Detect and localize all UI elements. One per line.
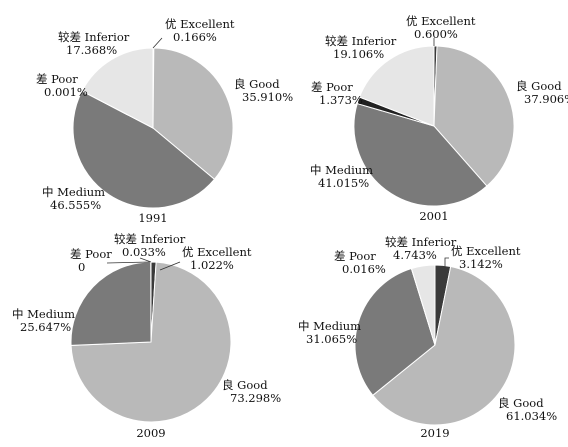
slice-value-excellent: 3.142%: [459, 257, 503, 271]
slice-value-excellent: 1.022%: [190, 258, 234, 272]
slice-label-poor: 差 Poor: [70, 247, 112, 261]
pie-slice-medium: [353, 102, 488, 207]
pie-slice-medium: [72, 90, 216, 209]
slice-value-medium: 46.555%: [50, 198, 101, 212]
pie-slice-medium: [70, 261, 152, 346]
slice-value-good: 37.906%: [524, 92, 568, 106]
leader-line-poor: [106, 261, 151, 264]
slice-value-excellent: 0.166%: [173, 30, 217, 44]
slice-label-excellent: 优 Excellent: [406, 14, 476, 28]
slice-label-excellent: 优 Excellent: [182, 245, 252, 259]
slice-label-good: 良 Good: [516, 79, 562, 93]
pie-slice-inferior: [358, 45, 435, 127]
slice-label-medium: 中 Medium: [42, 185, 105, 199]
slice-value-poor: 0: [78, 260, 85, 274]
slice-label-medium: 中 Medium: [12, 307, 75, 321]
pie-slice-good: [433, 45, 515, 187]
chart-year-label: 1991: [138, 211, 167, 225]
chart-year-label: 2009: [136, 426, 165, 440]
slice-value-inferior: 19.106%: [333, 47, 384, 61]
slice-label-good: 良 Good: [222, 378, 268, 392]
pie-slice-medium: [354, 267, 436, 397]
chart-year-label: 2001: [419, 209, 448, 223]
leader-line-excellent: [444, 257, 449, 268]
slice-label-inferior: 较差 Inferior: [385, 235, 457, 249]
slice-value-medium: 31.065%: [306, 332, 357, 346]
slice-label-medium: 中 Medium: [310, 163, 373, 177]
slice-value-good: 73.298%: [230, 391, 281, 405]
leader-line-inferior: [139, 257, 152, 263]
slice-label-excellent: 优 Excellent: [165, 17, 235, 31]
pie-slice-good: [152, 47, 234, 180]
slice-label-good: 良 Good: [498, 396, 544, 410]
slice-value-medium: 41.015%: [318, 176, 369, 190]
slice-value-excellent: 0.600%: [414, 27, 458, 41]
slice-value-good: 61.034%: [506, 409, 557, 423]
slice-value-poor: 0.016%: [342, 262, 386, 276]
slice-label-poor: 差 Poor: [311, 80, 353, 94]
leader-line-excellent: [152, 37, 163, 49]
slice-value-poor: 0.001%: [44, 85, 88, 99]
slice-label-inferior: 较差 Inferior: [58, 30, 130, 44]
leader-line-excellent: [159, 261, 181, 271]
slice-label-excellent: 优 Excellent: [451, 244, 521, 258]
slice-label-inferior: 较差 Inferior: [114, 232, 186, 246]
slice-value-good: 35.910%: [242, 90, 293, 104]
slice-label-inferior: 较差 Inferior: [325, 34, 397, 48]
slice-label-poor: 差 Poor: [334, 249, 376, 263]
slice-value-inferior: 17.368%: [66, 43, 117, 57]
slice-value-poor: 1.373%: [319, 93, 363, 107]
slice-value-inferior: 0.033%: [122, 245, 166, 259]
pie-slice-inferior: [410, 264, 436, 346]
slice-label-good: 良 Good: [234, 77, 280, 91]
slice-value-medium: 25.647%: [20, 320, 71, 334]
chart-year-label: 2019: [420, 426, 449, 440]
slice-label-medium: 中 Medium: [298, 319, 361, 333]
pie-slice-good: [372, 265, 516, 426]
slice-value-inferior: 4.743%: [393, 248, 437, 262]
slice-label-poor: 差 Poor: [36, 72, 78, 86]
pie-slice-inferior: [81, 47, 154, 129]
